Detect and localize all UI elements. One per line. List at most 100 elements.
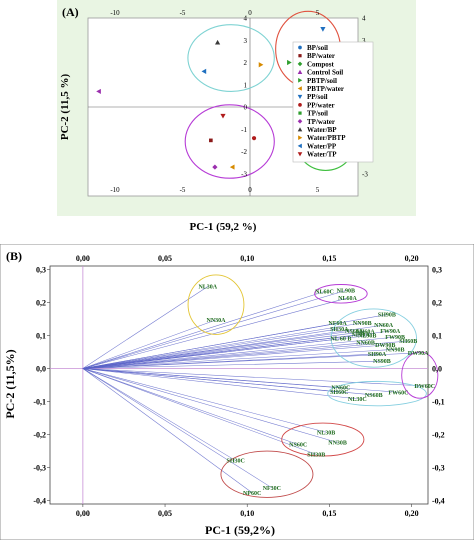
panel-b-point-label: DW90B — [375, 343, 395, 349]
panel-b-zero-lines — [50, 266, 428, 504]
panel-b-point-label: NS60A — [345, 329, 364, 335]
panel-b-group-ellipses — [187, 274, 439, 498]
panel-a-legend-marker — [297, 69, 303, 74]
panel-b-point-label: NS60C — [289, 443, 307, 449]
panel-a-y-tick-label: 1 — [244, 81, 248, 89]
panel-a-right-tick-label: 3 — [362, 37, 366, 45]
panel-b-point-label: SH30B — [307, 452, 325, 458]
panel-b-ticks: 0,000,000,050,050,100,100,150,150,200,20… — [33, 254, 444, 518]
panel-b-right-tick-label: 0,1 — [432, 331, 442, 340]
panel-b-point-label: NN30A — [206, 318, 226, 324]
panel-b-group-ellipse — [327, 380, 427, 407]
panel-a-point — [320, 27, 326, 32]
panel-b: (B) PC-1 (59,2%) PC-2 (11,5%) 0,00 0,00 0,… — [0, 244, 474, 540]
panel-a-right-tick-label: 4 — [362, 15, 366, 23]
panel-b-loading-line — [82, 286, 208, 369]
panel-b-y-tick-label: 0,0 — [36, 364, 46, 373]
panel-b-top-tick-label: 0,15 — [322, 254, 336, 263]
panel-b-group-ellipse — [314, 284, 368, 304]
panel-b-point-label: NS60B — [365, 393, 383, 399]
panel-b-loading-line — [82, 331, 366, 369]
panel-b-point-label: NN30B — [328, 441, 347, 447]
panel-a-y-tick-label: -3 — [241, 170, 247, 178]
panel-b-point-label: NL90B — [358, 334, 376, 340]
panel-b-point-label: NL60A — [338, 296, 357, 302]
panel-a-y-tick-label: 3 — [244, 37, 248, 45]
panel-a-legend-label: PBTP/soil — [307, 77, 337, 85]
panel-a-legend-label: PP/soil — [307, 93, 328, 101]
panel-b-point-label: SH90A — [368, 352, 387, 358]
panel-a-legend-label: Water/BP — [307, 126, 337, 134]
panel-b-loading-line — [82, 368, 327, 433]
panel-b-loading-line — [82, 290, 346, 369]
panel-a-bottom-tick-label: 0 — [248, 186, 252, 194]
panel-b-loading-line — [82, 368, 253, 493]
panel-b-loading-line — [82, 368, 273, 489]
panel-b-point-label: NN60B — [356, 341, 375, 347]
panel-a-point — [287, 59, 292, 66]
panel-b-point-label: NF90A — [351, 332, 370, 338]
panel-b-top-tick-label: 0,00 — [76, 254, 90, 263]
panel-b-point-label: NL 60 B — [330, 337, 351, 343]
panel-a-point — [215, 39, 221, 45]
panel-b-loading-lines — [82, 286, 425, 493]
panel-a-bottom-tick-label: -10 — [110, 186, 120, 194]
panel-b-right-tick-label: -0,2 — [432, 431, 445, 440]
panel-b-loading-line — [82, 319, 217, 369]
panel-b-y-tick-label: -0,1 — [33, 398, 46, 407]
panel-b-right-tick-label: 0,2 — [432, 298, 442, 307]
panel-a-y-axis-title: PC-2 (11,5 %) — [59, 74, 71, 141]
panel-b-point-label: SH30A — [330, 327, 349, 333]
panel-a-legend-label: Water/PBTP — [307, 134, 346, 142]
panel-a-legend-label: Control Soil — [307, 69, 343, 77]
panel-b-loading-line — [82, 338, 341, 369]
panel-a-label: (A) — [62, 5, 79, 19]
panel-a-legend-label: BP/water — [307, 52, 335, 60]
panel-a-top-tick-label: -10 — [110, 9, 120, 17]
panel-a-legend-label: PP/water — [307, 101, 335, 109]
panel-b-loading-line — [82, 349, 396, 369]
panel-a-legend-marker — [298, 78, 303, 83]
panel-a-y-tick-label: 2 — [244, 59, 248, 67]
panel-b-loading-line — [82, 368, 317, 455]
panel-b-loading-line — [82, 328, 340, 369]
panel-a-legend-box — [292, 41, 374, 163]
panel-b-group-ellipse — [401, 351, 439, 399]
panel-b-bottom-tick-label: 0,10 — [240, 509, 254, 518]
panel-a-legend-marker — [297, 143, 302, 149]
panel-a: (A) PC-1 (59,2 %) PC-2 (11,5 %) -10 -5 0 5 -… — [57, 0, 416, 233]
panel-b-loading-line — [82, 368, 299, 445]
panel-a-x-axis-title: PC-1 (59,2 %) — [190, 221, 257, 233]
panel-a-point — [212, 164, 218, 170]
panel-a-top-tick-label: -5 — [180, 9, 186, 17]
panel-b-right-tick-label: -0,1 — [432, 398, 445, 407]
panel-b-group-ellipse — [220, 450, 314, 498]
panel-b-loading-line — [82, 322, 338, 369]
panel-a-top-tick-label: 5 — [316, 9, 320, 17]
panel-a-point — [220, 113, 226, 119]
panel-b-point-label: NN60C — [331, 386, 350, 392]
panel-a-bottom-tick-label: 5 — [316, 186, 320, 194]
panel-b-point-label: SH90B — [378, 313, 396, 319]
panel-b-point-label: SH60B — [399, 339, 417, 345]
panel-b-point-label: NL90B — [337, 288, 355, 294]
panel-b-loading-line — [82, 291, 325, 369]
panel-a-y-tick-label: 4 — [244, 15, 248, 23]
panel-b-point-label: NS90B — [373, 359, 391, 365]
panel-b-loading-line — [82, 336, 396, 369]
panel-b-bottom-tick-label: 0,00 — [76, 509, 90, 518]
panel-a-point — [258, 62, 264, 68]
panel-a-legend-label: BP/soil — [307, 44, 328, 52]
panel-a-legend-label: TP/soil — [307, 110, 328, 118]
panel-b-point-label: FW90B — [385, 335, 405, 341]
panel-b-loading-line — [82, 368, 358, 400]
panel-b-point-label: FW90A — [380, 329, 401, 335]
panel-a-legend-label: Water/TP — [307, 151, 337, 159]
panel-a-legend-marker — [297, 119, 303, 124]
panel-a-top-tick-label: 0 — [248, 9, 252, 17]
panel-b-point-label: NL30A — [198, 284, 217, 290]
panel-b-plot-area — [49, 265, 429, 505]
panel-b-group-ellipse — [330, 308, 417, 368]
